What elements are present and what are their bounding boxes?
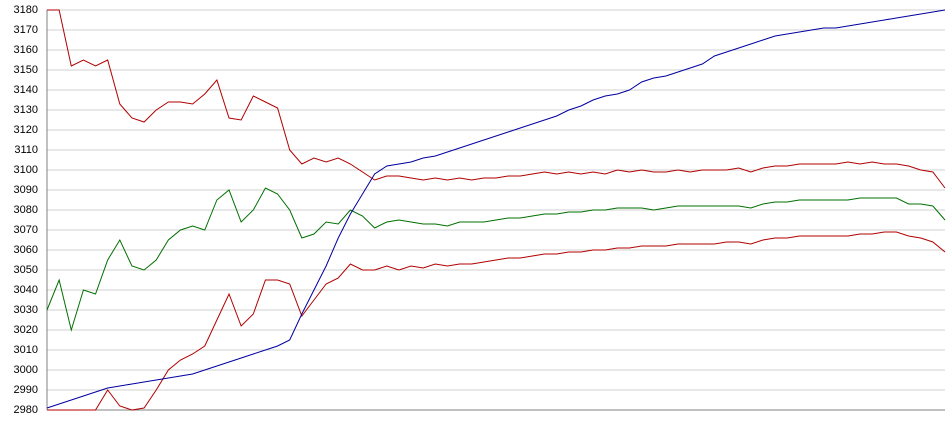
y-tick-label: 3070 (14, 224, 38, 236)
series-line (46, 187, 946, 332)
y-tick-label: 3160 (14, 44, 38, 56)
y-tick-label: 3040 (14, 284, 38, 296)
y-tick-label: 3150 (14, 64, 38, 76)
y-tick-label: 3180 (14, 4, 38, 16)
y-tick-label: 3100 (14, 164, 38, 176)
series-line (47, 9, 946, 189)
y-tick-label: 3130 (14, 104, 38, 116)
y-tick-label: 3020 (14, 324, 38, 336)
y-tick-label: 3030 (14, 304, 38, 316)
series-line (46, 9, 946, 409)
y-tick-label: 3120 (14, 124, 38, 136)
y-tick-label: 3140 (14, 84, 38, 96)
y-tick-label: 3060 (14, 244, 38, 256)
y-tick-label: 3000 (14, 364, 38, 376)
y-tick-label: 3050 (14, 264, 38, 276)
y-tick-label: 2980 (14, 404, 38, 416)
y-tick-label: 3080 (14, 204, 38, 216)
y-tick-label: 3090 (14, 184, 38, 196)
series-line (47, 231, 946, 411)
y-tick-label: 2990 (14, 384, 38, 396)
y-tick-label: 3170 (14, 24, 38, 36)
y-tick-label: 3010 (14, 344, 38, 356)
y-tick-label: 3110 (14, 144, 38, 156)
